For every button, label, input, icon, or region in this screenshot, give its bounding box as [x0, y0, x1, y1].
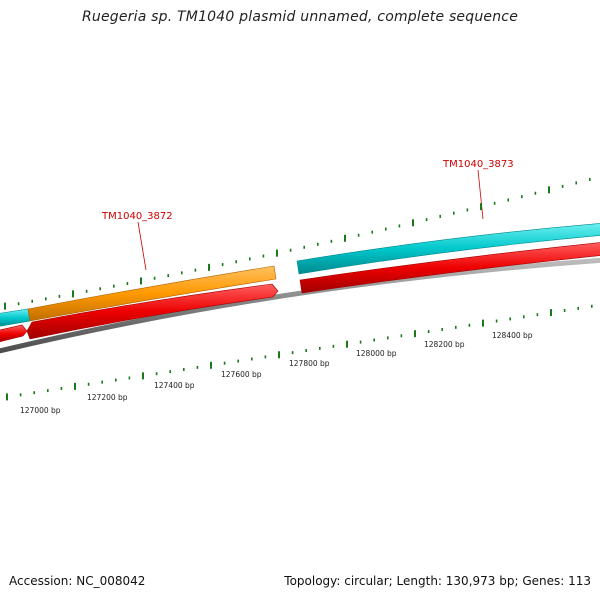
upper-tick-marks: [4, 177, 591, 310]
red-feature-tm1040-3873: [299, 242, 600, 294]
bp-label-127600: 127600 bp: [221, 370, 262, 379]
bp-label-127000: 127000 bp: [20, 406, 61, 415]
bp-label-128200: 128200 bp: [424, 340, 465, 349]
leader-line-tm1040-3873: [477, 169, 484, 220]
lower-tick-marks: [6, 304, 593, 401]
orange-feature-tm1040-3872: [27, 265, 277, 322]
red-feature-left: [0, 324, 28, 343]
cyan-feature-left: [0, 308, 31, 327]
bp-label-127400: 127400 bp: [154, 381, 195, 390]
gene-label-tm1040-3873[interactable]: TM1040_3873: [442, 159, 514, 170]
leader-line-tm1040-3872: [137, 221, 147, 271]
cyan-feature-tm1040-3873: [296, 223, 600, 275]
bp-label-128000: 128000 bp: [356, 349, 397, 358]
bp-label-127800: 127800 bp: [289, 359, 330, 368]
bp-label-128400: 128400 bp: [492, 331, 533, 340]
red-feature-tm1040-3872: [26, 283, 279, 340]
gene-label-tm1040-3872[interactable]: TM1040_3872: [101, 211, 173, 222]
accession-text: Accession: NC_008042: [9, 574, 146, 588]
bp-label-127200: 127200 bp: [87, 393, 128, 402]
topology-text: Topology: circular; Length: 130,973 bp; …: [284, 574, 591, 588]
map-title: Ruegeria sp. TM1040 plasmid unnamed, com…: [81, 9, 519, 25]
backbone-track: [0, 257, 600, 354]
